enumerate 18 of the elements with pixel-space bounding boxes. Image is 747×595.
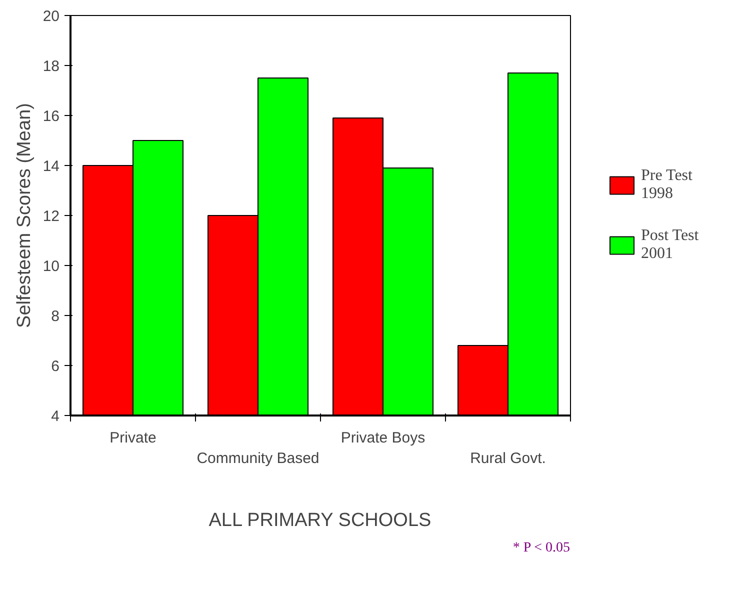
text: * P < 0.05 <box>512 540 570 556</box>
y-tick-label: 20 <box>42 8 60 25</box>
y-axis-title: Selfesteem Scores (Mean) <box>14 103 35 328</box>
y-tick-label: 10 <box>42 258 60 275</box>
x-tick-label: Community Based <box>196 450 320 467</box>
legend-label: Pre Test 1998 <box>641 166 694 204</box>
x-tick-label: Rural Govt. <box>470 450 546 467</box>
legend-label: Post Test 2001 <box>641 226 700 264</box>
y-tick-label: 14 <box>42 158 60 175</box>
y-tick-label: 6 <box>51 358 60 375</box>
y-tick-label: 12 <box>42 208 60 225</box>
x-tick-label: Private <box>110 430 156 446</box>
y-tick-label: 18 <box>42 58 60 75</box>
x-tick-label: Private Boys <box>340 430 426 446</box>
x-axis-title: ALL PRIMARY SCHOOLS <box>208 510 432 531</box>
y-tick-label: 8 <box>51 308 60 325</box>
y-tick-label: 4 <box>51 408 60 425</box>
y-tick-label: 16 <box>42 108 60 125</box>
